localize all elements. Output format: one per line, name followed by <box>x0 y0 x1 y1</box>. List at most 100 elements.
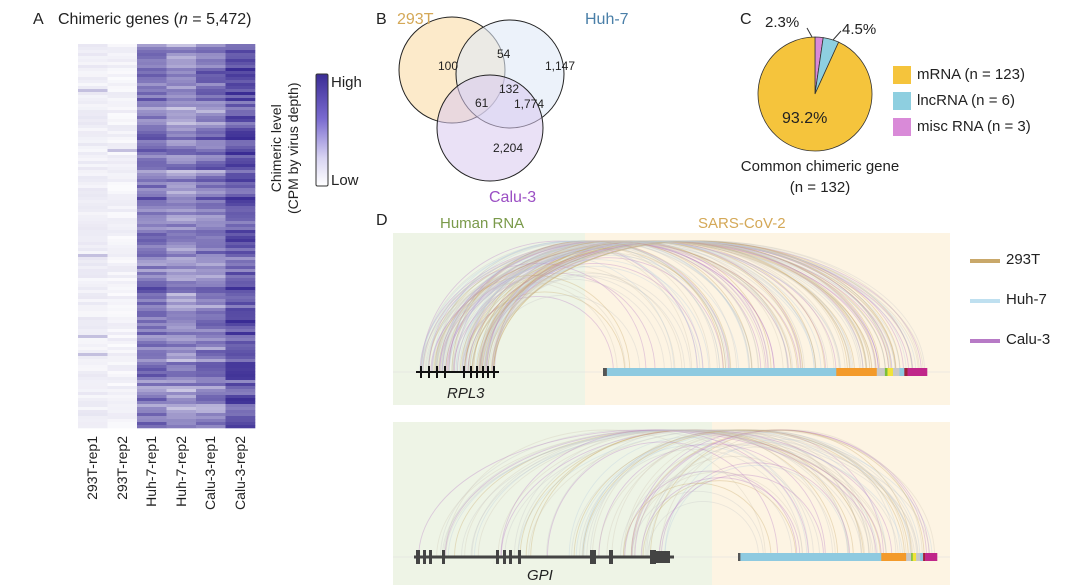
heatmap-cell <box>166 356 197 360</box>
chimeric-arc <box>441 240 886 373</box>
heatmap-cell <box>166 251 197 255</box>
heatmap-cell <box>107 95 138 99</box>
heatmap-cell <box>166 44 197 48</box>
gene-exon <box>609 550 613 564</box>
heatmap-cell <box>107 125 138 129</box>
heatmap-cell <box>107 332 138 336</box>
heatmap-cell <box>166 197 197 201</box>
heatmap-cell <box>137 50 167 54</box>
heatmap-cell <box>107 257 138 261</box>
heatmap-cell <box>166 287 197 291</box>
heatmap-cell <box>78 290 108 294</box>
chimeric-arc <box>482 240 862 373</box>
heatmap-cell <box>196 56 226 60</box>
chimeric-arc <box>462 240 789 373</box>
heatmap-cell <box>137 275 167 279</box>
heatmap-cell <box>166 191 197 195</box>
heatmap-cell <box>78 206 108 210</box>
heatmap-cell <box>137 209 167 213</box>
heatmap-cell <box>78 53 108 57</box>
pie-subtitle: (n = 132) <box>789 179 851 196</box>
heatmap-cell <box>225 53 256 57</box>
heatmap-cell <box>166 80 197 84</box>
heatmap-cell <box>166 161 197 165</box>
heatmap-cell <box>137 179 167 183</box>
venn-count: 61 <box>475 96 489 110</box>
heatmap-cell <box>137 329 167 333</box>
heatmap-cell <box>196 44 226 48</box>
heatmap-cell <box>78 269 108 273</box>
heatmap-cell <box>137 323 167 327</box>
heatmap-cell <box>166 302 197 306</box>
heatmap-cell <box>107 134 138 138</box>
heatmap-cell <box>107 59 138 63</box>
chimeric-arc <box>464 240 851 373</box>
virus-genome-segment <box>923 553 926 561</box>
heatmap-cell <box>225 164 256 168</box>
heatmap-cell <box>137 413 167 417</box>
heatmap-cell <box>166 314 197 318</box>
heatmap-cell <box>166 305 197 309</box>
heatmap-cell <box>166 341 197 345</box>
heatmap-cell <box>196 134 226 138</box>
heatmap-cell <box>166 182 197 186</box>
pie-label-misc: 2.3% <box>765 14 800 31</box>
venn-count: 100 <box>438 59 459 73</box>
heatmap-cell <box>225 188 256 192</box>
heatmap-cell <box>196 407 226 411</box>
chimeric-arc <box>439 240 854 373</box>
chimeric-arc <box>500 429 809 558</box>
heatmap-cell <box>225 74 256 78</box>
heatmap-cell <box>225 176 256 180</box>
heatmap-cell <box>107 74 138 78</box>
heatmap-cell <box>107 83 138 87</box>
heatmap-cell <box>107 281 138 285</box>
heatmap-cell <box>166 134 197 138</box>
heatmap-cell <box>107 362 138 366</box>
heatmap-cell <box>78 389 108 393</box>
heatmap-cell <box>196 422 226 426</box>
chimeric-arc <box>642 480 797 558</box>
heatmap-cell <box>225 197 256 201</box>
heatmap-cell <box>107 269 138 273</box>
heatmap-cell <box>196 320 226 324</box>
chimeric-arc <box>494 257 724 373</box>
heatmap-cell <box>107 344 138 348</box>
heatmap-cell <box>225 80 256 84</box>
heatmap-cell <box>166 143 197 147</box>
heatmap-cell <box>196 329 226 333</box>
heatmap-cell <box>107 236 138 240</box>
heatmap-cell <box>78 257 108 261</box>
heatmap-cell <box>78 173 108 177</box>
chimeric-arc <box>422 240 792 373</box>
chimeric-arc <box>473 429 878 558</box>
region-label-human: Human RNA <box>440 215 525 232</box>
gene-exon <box>496 550 499 564</box>
heatmap-cell <box>78 161 108 165</box>
heatmap-cell <box>196 53 226 57</box>
heatmap-cell <box>107 233 138 237</box>
legend-label: lncRNA (n = 6) <box>917 92 1015 109</box>
legend-label: Calu-3 <box>1006 331 1051 348</box>
heatmap-cell <box>166 155 197 159</box>
heatmap-cell <box>196 266 226 270</box>
heatmap-cell <box>137 272 167 276</box>
chimeric-arc <box>640 477 801 558</box>
heatmap-cell <box>137 59 167 63</box>
heatmap-cell <box>225 287 256 291</box>
heatmap-cell <box>196 80 226 84</box>
heatmap-cell <box>78 392 108 396</box>
heatmap-cell <box>78 233 108 237</box>
heatmap-cell <box>78 230 108 234</box>
heatmap-cell <box>78 224 108 228</box>
heatmap-cell <box>78 242 108 246</box>
chimeric-arc <box>519 429 864 558</box>
legend-line <box>970 259 1000 263</box>
heatmap-cell <box>196 248 226 252</box>
heatmap-cell <box>107 374 138 378</box>
heatmap-cell <box>107 383 138 387</box>
heatmap-cell <box>225 143 256 147</box>
heatmap-cell <box>137 167 167 171</box>
chimeric-arc <box>461 429 919 558</box>
heatmap-cell <box>196 281 226 285</box>
